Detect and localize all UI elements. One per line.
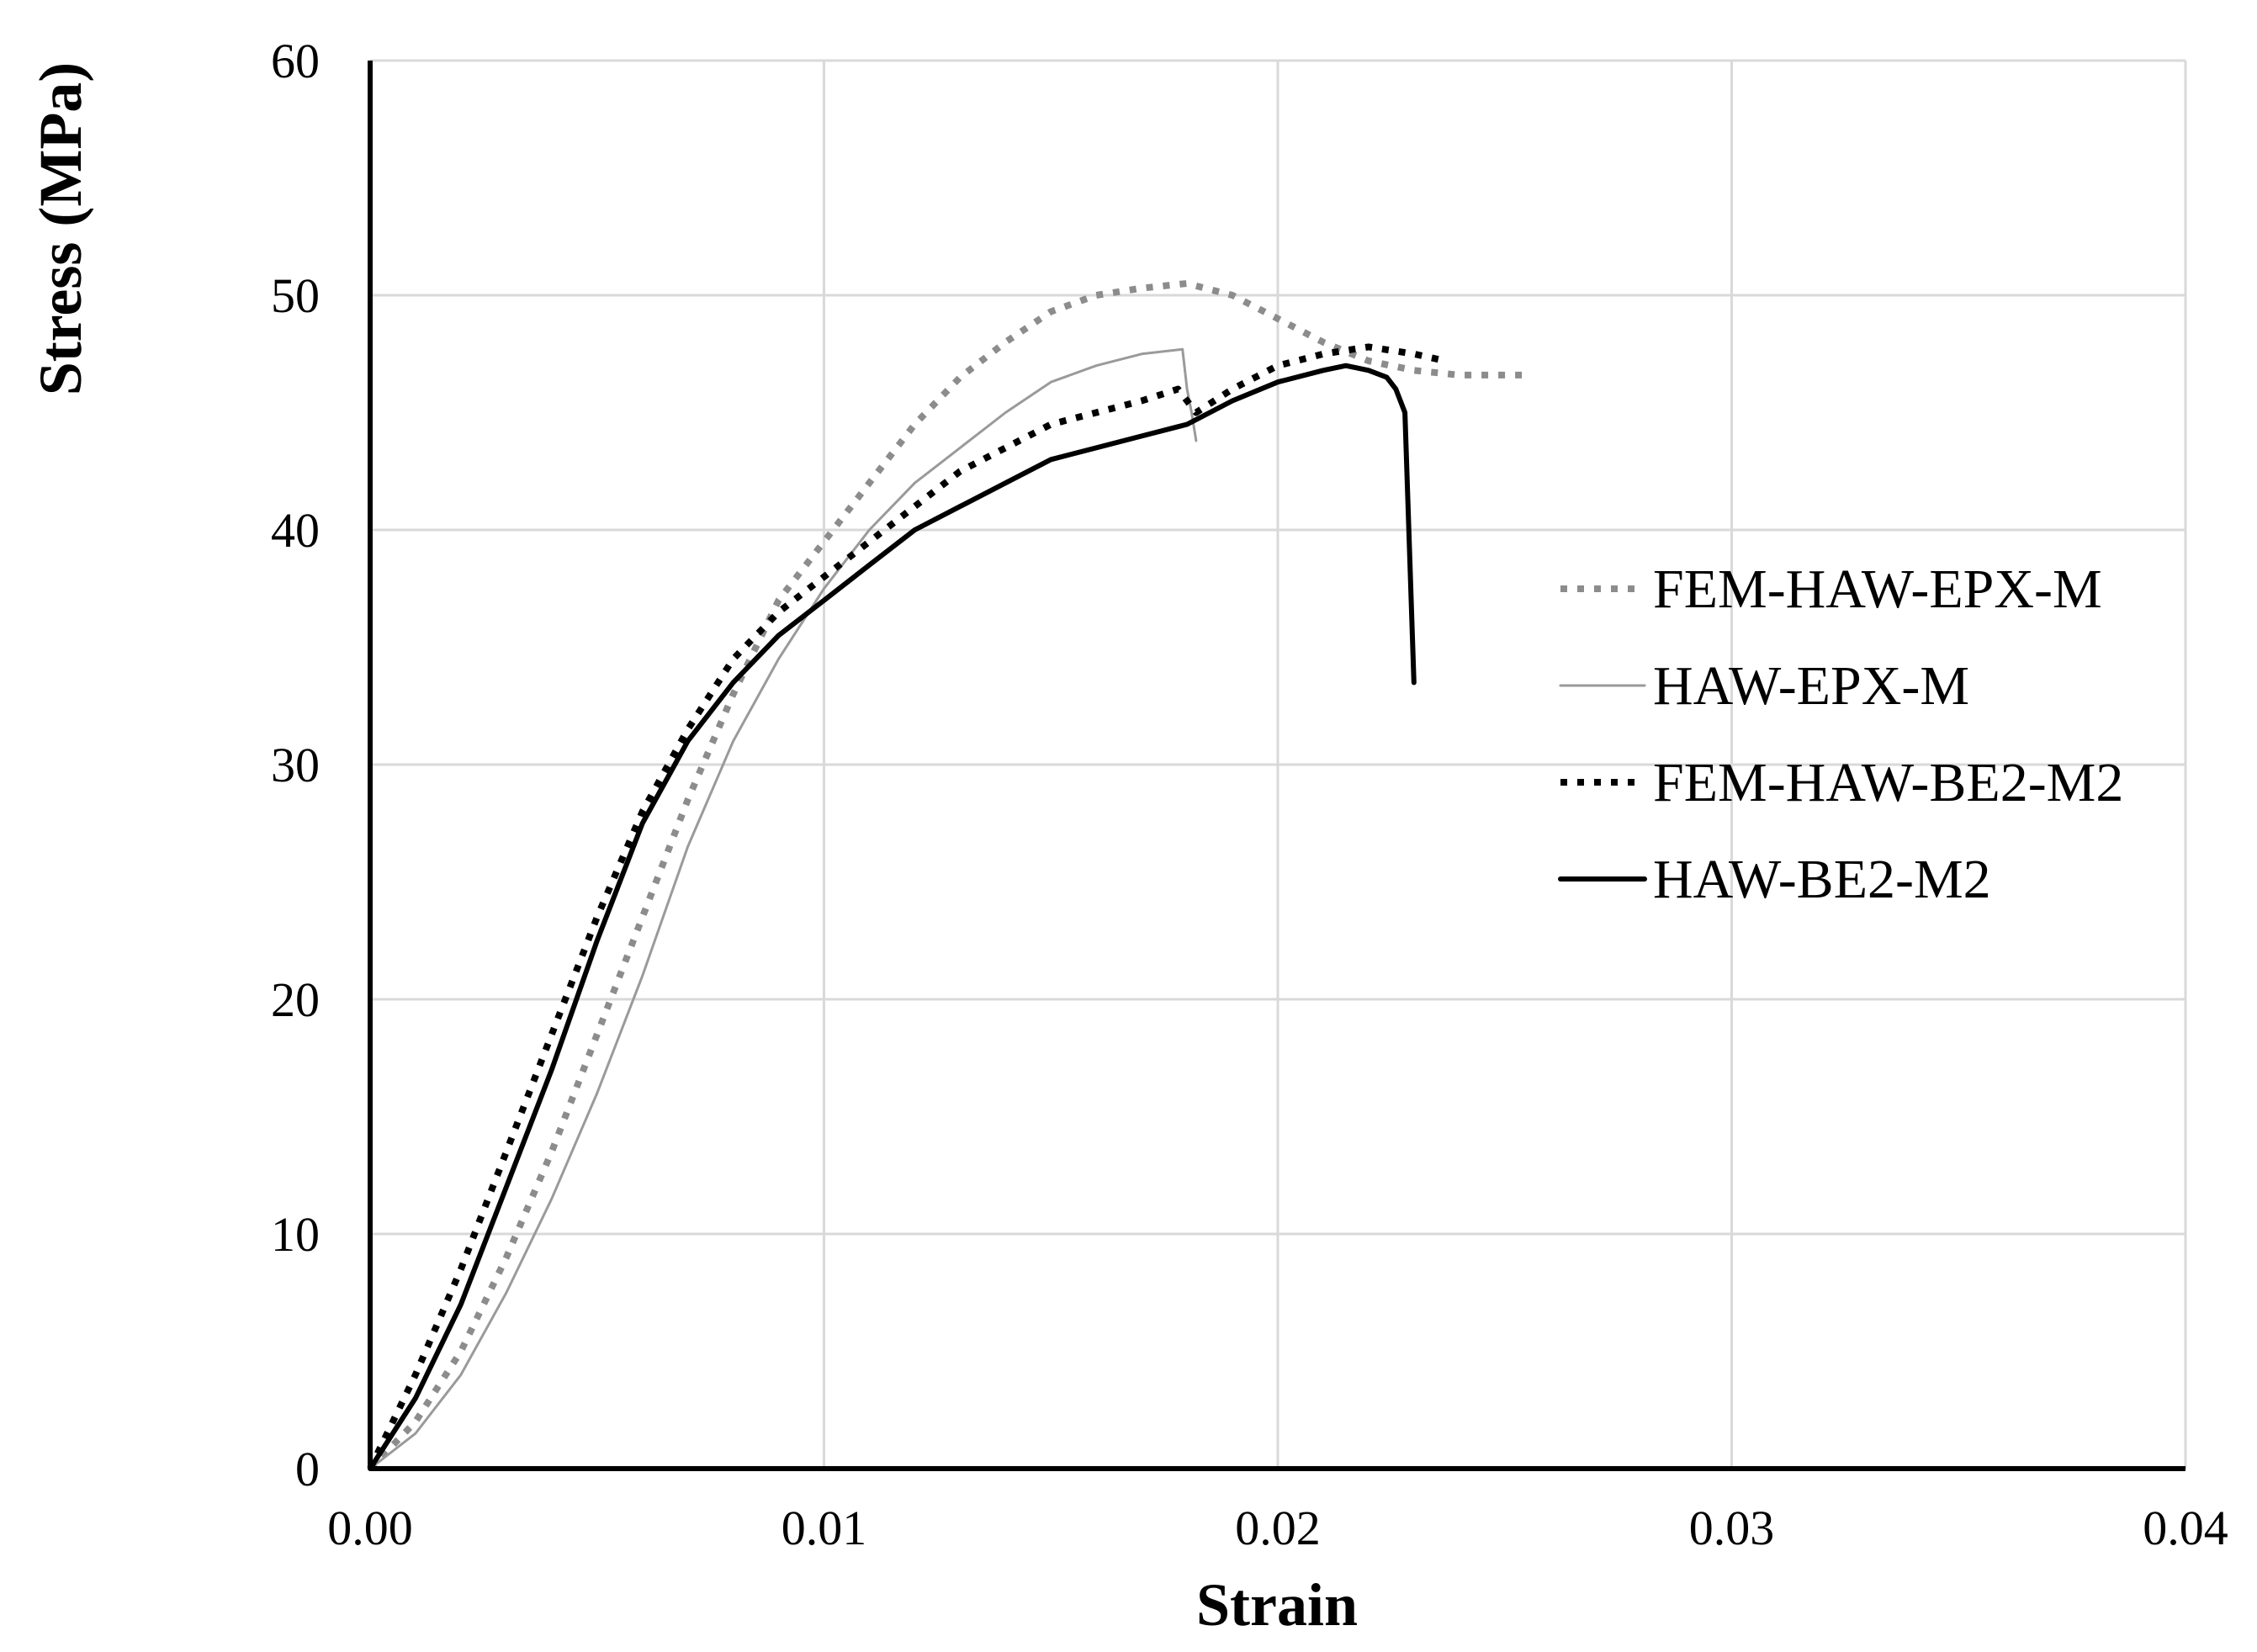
legend-label-fem-haw-be2-m2: FEM-HAW-BE2-M2: [1653, 752, 2123, 813]
legend-label-haw-be2-m2: HAW-BE2-M2: [1653, 849, 1991, 910]
series-line-haw-epx-m: [368, 347, 1198, 1470]
legend-label-haw-epx-m: HAW-EPX-M: [1653, 655, 1969, 717]
axes: [368, 61, 2185, 1471]
series-layer: [367, 280, 1528, 1471]
legend-label-fem-haw-epx-m: FEM-HAW-EPX-M: [1653, 559, 2102, 620]
y-tick-label: 10: [271, 1207, 320, 1262]
x-tick-label: 0.03: [1689, 1501, 1775, 1555]
y-tick-label: 0: [295, 1442, 320, 1496]
y-tick-label: 20: [271, 972, 320, 1027]
series-line-fem-haw-epx-m: [368, 280, 1528, 1471]
y-tick-label: 60: [271, 34, 320, 88]
x-tick-label: 0.02: [1235, 1501, 1321, 1555]
legend: FEM-HAW-EPX-M HAW-EPX-M FEM-HAW-BE2-M2 HAW-…: [1558, 559, 2123, 910]
y-tick-label: 50: [271, 268, 320, 323]
x-tick-label: 0.00: [327, 1501, 413, 1555]
series-line-haw-be2-m2: [368, 363, 1417, 1471]
x-tick-label: 0.04: [2143, 1501, 2228, 1555]
y-tick-label: 30: [271, 738, 320, 792]
series-line-fem-haw-be2-m2: [367, 343, 1447, 1470]
x-tick-label: 0.01: [781, 1501, 867, 1555]
x-axis-title: Strain: [1196, 1571, 1358, 1639]
y-tick-label: 40: [271, 503, 320, 558]
tick-labels: 0 10 20 30 40 50 60 0.00 0.01 0.02 0.03 0.04: [271, 34, 2228, 1555]
y-axis-title: Stress (MPa): [27, 62, 94, 396]
